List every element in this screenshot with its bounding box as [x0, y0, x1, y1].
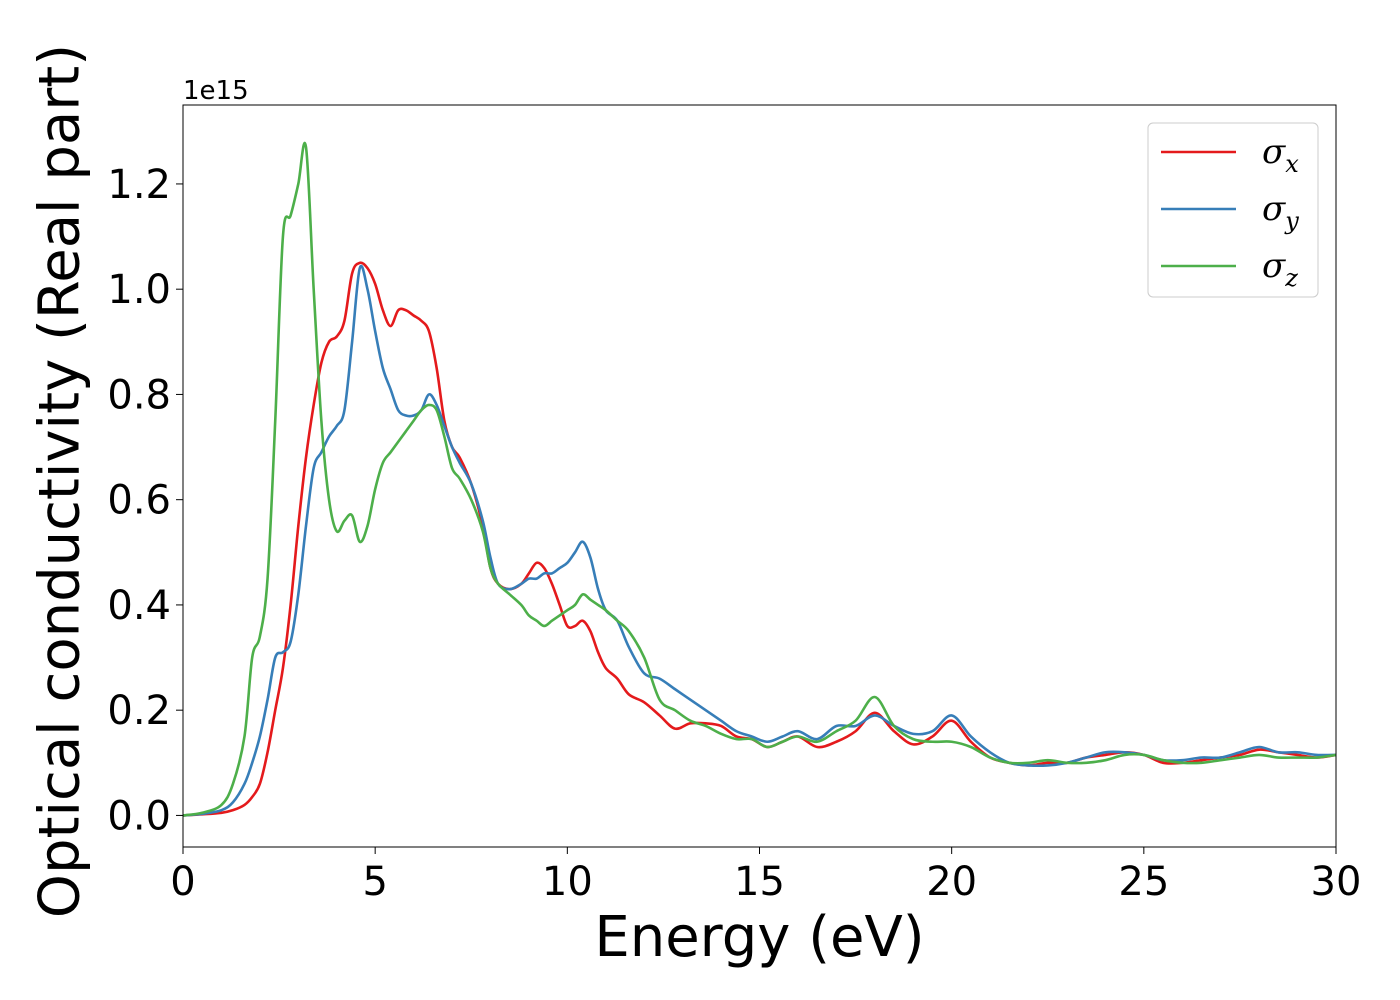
y-tick-label: 0.6: [107, 478, 171, 524]
legend-label-sigma-y: σy: [1262, 189, 1299, 235]
series-line-sigma-y: [183, 264, 1336, 817]
axis-ticks: 0 5 10 15 20 25 30 0.0 0.2 0.4 0.6 0.8 1.0 1.2: [107, 162, 1361, 905]
x-tick-label: 5: [362, 859, 387, 905]
x-tick-label: 10: [542, 859, 593, 905]
legend-label-sigma-z: σz: [1262, 246, 1298, 292]
legend-symbol: σ: [1262, 246, 1286, 286]
x-axis-title: Energy (eV): [594, 905, 924, 970]
x-tick-label: 20: [926, 859, 977, 905]
legend-subscript: y: [1284, 207, 1299, 235]
x-tick-label: 25: [1118, 859, 1169, 905]
legend-label-sigma-x: σx: [1262, 132, 1299, 178]
x-tick-label: 30: [1311, 859, 1362, 905]
y-tick-label: 0.2: [107, 688, 171, 734]
legend-symbol: σ: [1262, 132, 1286, 172]
y-tick-label: 0.8: [107, 372, 171, 418]
y-tick-label: 1.0: [107, 267, 171, 313]
x-tick-label: 0: [170, 859, 195, 905]
y-axis-title: Optical conductivity (Real part): [28, 44, 93, 918]
series-line-sigma-z: [183, 142, 1336, 817]
y-tick-label: 0.4: [107, 583, 171, 629]
legend-subscript: x: [1285, 150, 1299, 178]
y-offset-label: 1e15: [183, 76, 249, 106]
legend-symbol: σ: [1262, 189, 1286, 229]
y-tick-label: 0.0: [107, 793, 171, 839]
series-line-sigma-x: [183, 261, 1336, 817]
x-tick-label: 15: [734, 859, 785, 905]
y-tick-label: 1.2: [107, 162, 171, 208]
legend-subscript: z: [1284, 264, 1298, 292]
series-lines: [183, 142, 1336, 817]
